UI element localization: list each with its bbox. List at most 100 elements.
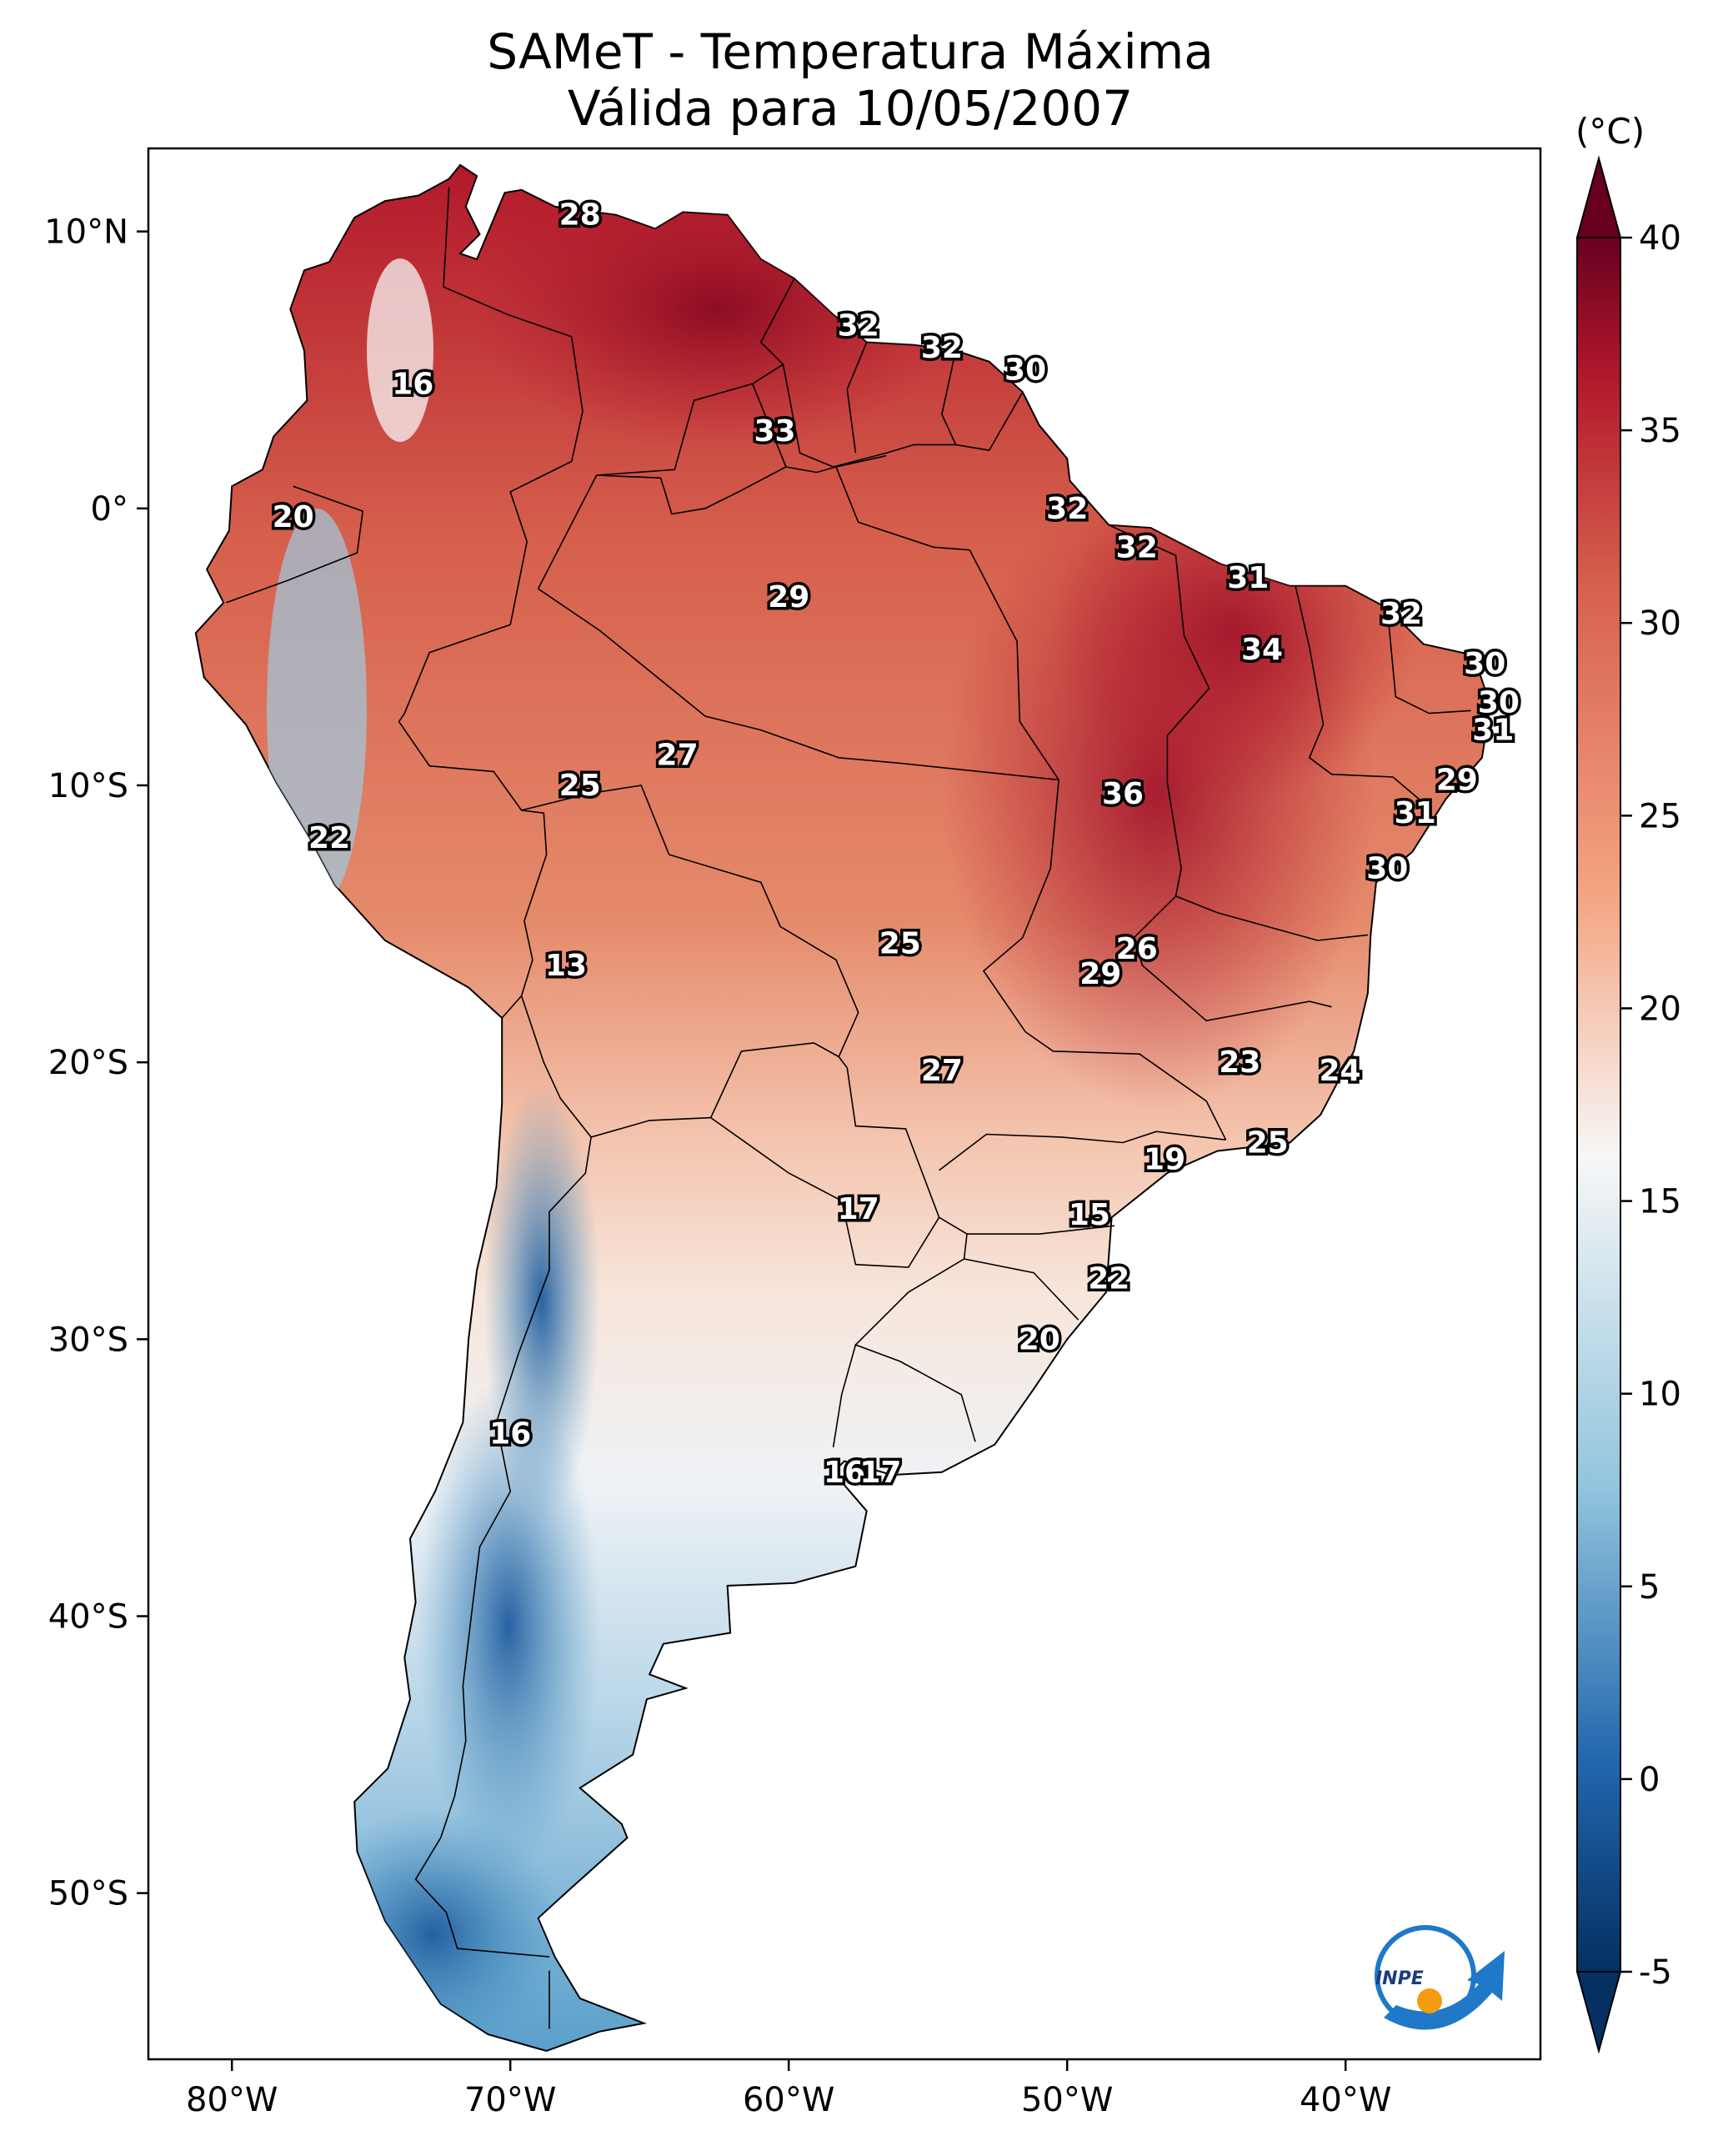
- border-line: [964, 1258, 1079, 1321]
- border-line: [846, 1067, 940, 1218]
- border-line: [414, 1136, 592, 1958]
- contour-label: 29: [768, 580, 809, 614]
- border-line: [1386, 608, 1471, 714]
- logo-lettering: INPE: [1375, 1968, 1424, 1989]
- contour-label: 30: [1464, 647, 1505, 681]
- contour-label: 19: [1144, 1142, 1185, 1176]
- border-line: [969, 549, 1227, 1141]
- contour-label: 27: [657, 738, 699, 772]
- map-title: SAMeT - Temperatura Máxima: [487, 23, 1214, 80]
- contour-label: 23: [1219, 1045, 1260, 1080]
- map-subtitle: Válida para 10/05/2007: [567, 80, 1134, 137]
- lat-tick-label: 20°S: [48, 1044, 128, 1082]
- colorbar-tick-label: -5: [1639, 1953, 1672, 1992]
- colorbar-tick-label: 5: [1639, 1568, 1660, 1607]
- lat-tick-label: 40°S: [48, 1598, 128, 1637]
- contour-label: 29: [1436, 763, 1478, 797]
- border-line: [835, 466, 970, 551]
- contour-label: 25: [879, 926, 921, 960]
- contour-label: 33: [754, 414, 795, 449]
- border-line: [846, 342, 868, 454]
- contour-label: 31: [1472, 714, 1514, 748]
- temperature-field: [267, 167, 1417, 2052]
- colorbar-tick-label: 0: [1639, 1761, 1660, 1799]
- border-line: [752, 384, 887, 474]
- lon-tick-label: 80°W: [186, 2081, 278, 2119]
- contour-label: 32: [1046, 492, 1088, 526]
- contour-label: 29: [1079, 957, 1121, 991]
- contour-label: 31: [1227, 561, 1269, 595]
- contour-label: 25: [559, 769, 601, 803]
- border-line: [443, 187, 584, 625]
- contour-label: 26: [1116, 932, 1158, 966]
- contour-label: 25: [1247, 1126, 1289, 1161]
- contour-label: 22: [1088, 1261, 1129, 1296]
- colorbar-min-arrow: [1575, 1971, 1622, 2054]
- border-line: [939, 1131, 1226, 1171]
- lon-tick-label: 50°W: [1021, 2081, 1113, 2119]
- contour-label: 20: [273, 500, 314, 534]
- lat-tick-label: 10°N: [44, 213, 128, 252]
- contour-label: 17: [838, 1192, 879, 1226]
- border-line: [967, 1225, 1115, 1235]
- colorbar-tick-label: 40: [1639, 219, 1681, 258]
- contour-label: 20: [1019, 1322, 1060, 1356]
- contour-label: 32: [1380, 597, 1422, 631]
- contour-label: 31: [1395, 796, 1436, 830]
- lon-tick-label: 70°W: [464, 2081, 556, 2119]
- lat-tick-label: 30°S: [48, 1321, 128, 1359]
- colorbar-tick-label: 25: [1639, 797, 1681, 835]
- inpe-logo: INPE: [1375, 1925, 1505, 2030]
- lon-tick-label: 40°W: [1300, 2081, 1391, 2119]
- border-line: [782, 364, 1024, 468]
- contour-label: 36: [1102, 777, 1144, 811]
- border-line: [226, 485, 364, 604]
- border-line: [537, 474, 598, 589]
- contour-label: 32: [838, 309, 879, 343]
- contour-label: 30: [1478, 685, 1520, 720]
- contour-label: 16: [489, 1416, 531, 1451]
- border-line: [1133, 895, 1332, 1022]
- contour-label: 27: [921, 1054, 963, 1088]
- colorbar-tick-label: 15: [1639, 1183, 1681, 1221]
- border-line: [1108, 524, 1368, 941]
- contour-label: 30: [1366, 852, 1408, 886]
- contour-label: 34: [1241, 633, 1283, 667]
- lon-tick-label: 60°W: [743, 2081, 834, 2119]
- colorbar-tick-label: 30: [1639, 604, 1681, 643]
- border-line: [1295, 585, 1430, 809]
- plot-frame: [147, 147, 1542, 2061]
- border-line: [596, 466, 787, 515]
- country-borders: [226, 187, 1471, 2029]
- contour-label: 24: [1319, 1054, 1360, 1088]
- contour-label: 28: [559, 198, 601, 233]
- contour-label: 32: [921, 331, 963, 365]
- border-line: [854, 1216, 976, 1442]
- contour-label: 16: [392, 367, 433, 401]
- border-line: [941, 350, 957, 445]
- border-line: [521, 785, 859, 1069]
- lat-tick-label: 50°S: [48, 1875, 128, 1913]
- colorbar-body: [1576, 237, 1621, 1973]
- axis-ticks: 80°W 70°W 60°W 50°W 40°W 10°N 0° 10°S 20°S 30°S 40…: [44, 213, 1391, 2119]
- contour-label: 16: [824, 1456, 865, 1490]
- border-line: [710, 1116, 940, 1268]
- colorbar-max-arrow: [1575, 155, 1622, 238]
- border-line: [538, 588, 1059, 781]
- contour-label: 15: [1069, 1198, 1110, 1232]
- contour-label: 32: [1116, 530, 1158, 564]
- colorbar-tick-label: 20: [1639, 990, 1681, 1028]
- contour-label: 22: [308, 821, 350, 855]
- contour-label: 30: [1004, 353, 1046, 388]
- lat-tick-label: 10°S: [48, 767, 128, 805]
- border-line: [520, 995, 839, 1138]
- colorbar-tick-label: 35: [1639, 412, 1681, 450]
- colorbar: 40 35 30 25 20 15 10 5 0 -5 (°C): [1575, 111, 1681, 2054]
- contour-label: 13: [545, 949, 587, 983]
- colorbar-tick-label: 10: [1639, 1376, 1681, 1414]
- lat-tick-label: 0°: [91, 490, 128, 529]
- contour-label: 17: [859, 1456, 901, 1490]
- border-line: [832, 1344, 857, 1448]
